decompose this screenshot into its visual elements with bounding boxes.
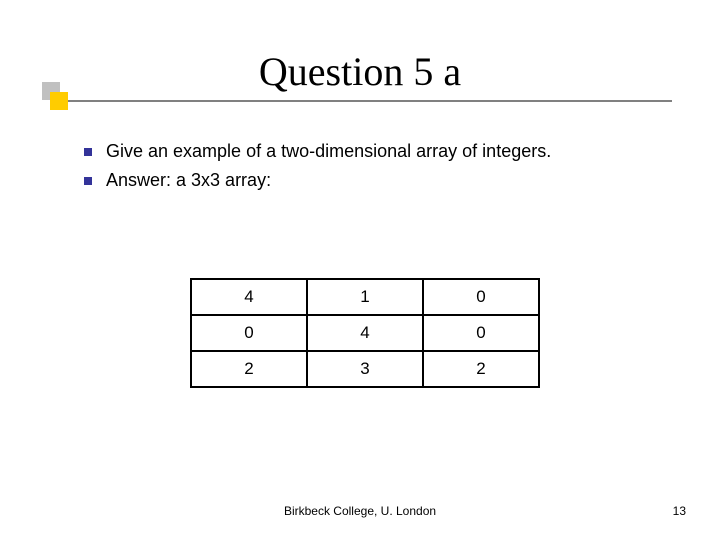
table-row: 4 1 0 <box>191 279 539 315</box>
page-number: 13 <box>673 504 686 518</box>
table-cell: 3 <box>307 351 423 387</box>
table-cell: 1 <box>307 279 423 315</box>
table-cell: 4 <box>191 279 307 315</box>
slide-title: Question 5 a <box>0 48 720 95</box>
title-accent-square-front <box>50 92 68 110</box>
list-item: Answer: a 3x3 array: <box>84 169 644 192</box>
table-cell: 0 <box>423 279 539 315</box>
table-cell: 0 <box>191 315 307 351</box>
bullet-text: Answer: a 3x3 array: <box>106 169 271 192</box>
table-row: 2 3 2 <box>191 351 539 387</box>
list-item: Give an example of a two-dimensional arr… <box>84 140 644 163</box>
array-table: 4 1 0 0 4 0 2 3 2 <box>190 278 540 388</box>
bullet-list: Give an example of a two-dimensional arr… <box>84 140 644 199</box>
bullet-marker-icon <box>84 177 92 185</box>
bullet-marker-icon <box>84 148 92 156</box>
bullet-text: Give an example of a two-dimensional arr… <box>106 140 551 163</box>
table-cell: 4 <box>307 315 423 351</box>
table-cell: 2 <box>423 351 539 387</box>
slide-title-block: Question 5 a <box>0 48 720 95</box>
title-underline <box>52 100 672 102</box>
table-row: 0 4 0 <box>191 315 539 351</box>
table-cell: 0 <box>423 315 539 351</box>
footer-institution: Birkbeck College, U. London <box>0 504 720 518</box>
table-cell: 2 <box>191 351 307 387</box>
